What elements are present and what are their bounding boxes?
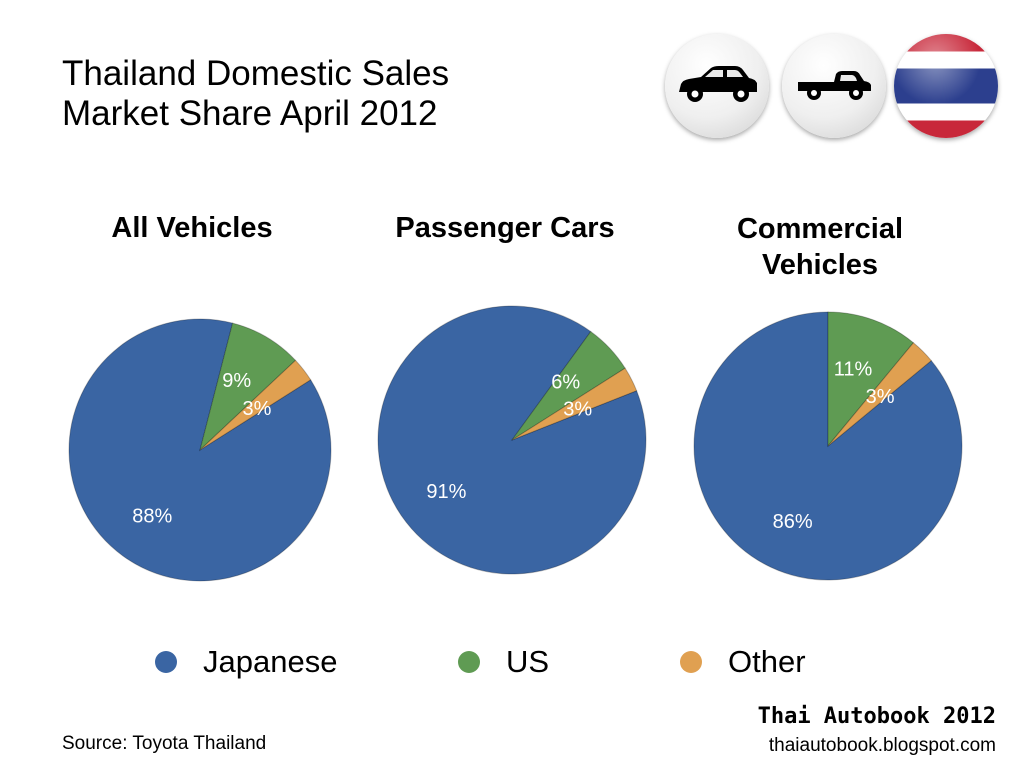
pie-slice-passenger-cars-other bbox=[511, 367, 638, 441]
legend: Japanese US Other bbox=[0, 644, 1024, 684]
legend-label-us: US bbox=[506, 644, 550, 679]
legend-swatch-us bbox=[458, 651, 480, 673]
pie-slice-passenger-cars-us bbox=[511, 330, 626, 441]
slice-label-commercial-vehicles-other: 3% bbox=[866, 386, 895, 408]
legend-swatch-other bbox=[680, 651, 702, 673]
legend-item-japanese: Japanese bbox=[155, 644, 337, 680]
legend-item-us: US bbox=[458, 644, 549, 680]
car-icon bbox=[665, 34, 769, 138]
brand-url: thaiautobook.blogspot.com bbox=[768, 735, 996, 756]
title-line-2: Market Share April 2012 bbox=[62, 94, 438, 133]
slice-label-passenger-cars-us: 6% bbox=[551, 372, 580, 394]
thailand-flag-icon bbox=[894, 34, 998, 138]
slice-label-all-vehicles-us: 9% bbox=[222, 370, 251, 392]
pie-slice-commercial-vehicles-us bbox=[827, 311, 915, 448]
slice-label-all-vehicles-japanese: 88% bbox=[132, 506, 172, 528]
pie-slice-all-vehicles-japanese bbox=[68, 318, 332, 582]
chart-title-commercial-line-1: Commercial bbox=[736, 213, 903, 245]
slice-label-commercial-vehicles-japanese: 86% bbox=[773, 511, 813, 533]
brand: Thai Autobook 2012 thaiautobook.blogspot… bbox=[758, 704, 996, 757]
legend-item-other: Other bbox=[680, 644, 806, 680]
chart-title-commercial-line-2: Vehicles bbox=[761, 249, 879, 281]
pie-slice-all-vehicles-us bbox=[199, 322, 297, 452]
page-title: Thailand Domestic Sales Market Share Apr… bbox=[62, 54, 449, 134]
legend-label-other: Other bbox=[728, 644, 806, 679]
legend-label-japanese: Japanese bbox=[203, 644, 338, 679]
legend-swatch-japanese bbox=[155, 651, 177, 673]
title-line-1: Thailand Domestic Sales bbox=[62, 54, 450, 93]
chart-title-all-vehicles: All Vehicles bbox=[111, 212, 273, 244]
slice-label-all-vehicles-other: 3% bbox=[242, 398, 271, 420]
brand-title: Thai Autobook 2012 bbox=[757, 704, 996, 729]
chart-title-passenger-cars: Passenger Cars bbox=[395, 212, 615, 244]
pickup-truck-icon bbox=[782, 34, 886, 138]
source-note: Source: Toyota Thailand bbox=[62, 733, 267, 754]
pie-slice-commercial-vehicles-japanese bbox=[693, 311, 963, 581]
pie-slice-all-vehicles-other bbox=[199, 359, 312, 451]
pie-slice-passenger-cars-japanese bbox=[377, 305, 647, 575]
chart-title-commercial-vehicles: Commercial Vehicles bbox=[700, 211, 940, 283]
slice-label-passenger-cars-other: 3% bbox=[563, 399, 592, 421]
slice-label-commercial-vehicles-us: 11% bbox=[834, 359, 873, 381]
slice-label-passenger-cars-japanese: 91% bbox=[426, 481, 466, 503]
pie-slice-commercial-vehicles-other bbox=[827, 342, 932, 447]
